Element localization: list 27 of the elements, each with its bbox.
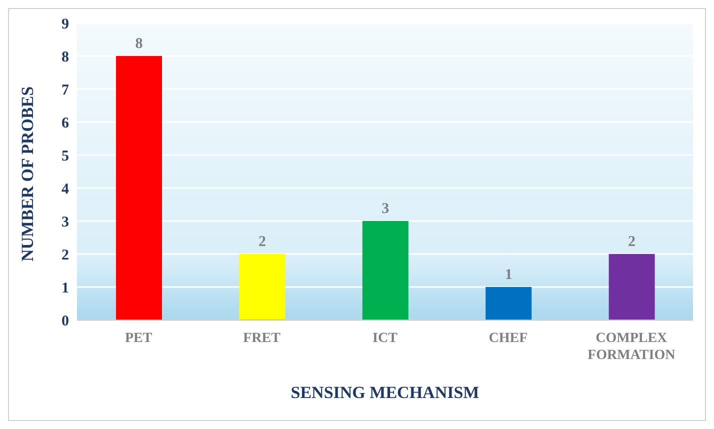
bar: [239, 254, 286, 320]
y-tick-label: 4: [62, 181, 70, 198]
x-tick-label: PET: [124, 331, 153, 346]
x-axis-title: SENSING MECHANISM: [290, 383, 480, 402]
y-tick-label: 3: [62, 214, 69, 230]
bar: [608, 254, 655, 320]
y-tick-label: 5: [62, 148, 69, 164]
y-tick-label: 6: [62, 115, 70, 132]
y-tick-label: 8: [62, 49, 69, 66]
y-tick-label: 2: [62, 247, 69, 264]
x-tick-label: CHEF: [488, 331, 528, 346]
x-tick-label: FRET: [243, 331, 282, 346]
data-label: 3: [382, 201, 390, 217]
bar: [362, 221, 408, 320]
data-label: 2: [258, 234, 266, 250]
y-tick-label: 1: [62, 280, 69, 296]
y-tick-label: 7: [62, 82, 70, 98]
x-tick-label: ICT: [372, 331, 398, 346]
data-label: 1: [504, 267, 512, 283]
x-tick-label: COMPLEX FORMATION: [588, 331, 676, 363]
data-label: 8: [135, 36, 143, 52]
y-tick-label: 9: [62, 16, 69, 32]
bar: [486, 287, 532, 320]
bar: [116, 56, 162, 320]
data-label: 2: [628, 234, 636, 250]
y-axis-title: NUMBER OF PROBES: [18, 86, 38, 262]
y-tick-label: 0: [62, 313, 69, 330]
